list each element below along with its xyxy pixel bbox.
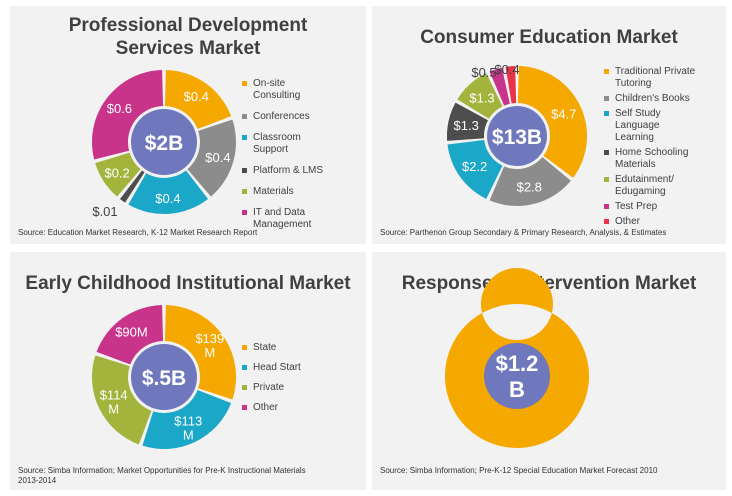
panel-early-childhood: Early Childhood Institutional Market $13… xyxy=(10,252,366,490)
center-total-label: $13B xyxy=(492,126,542,149)
data-label: $2.8 xyxy=(517,180,542,195)
donut-chart: $4.7 $2.8 $2.2 $1.3 $1.3 $0.5$0.4 $13B xyxy=(447,62,587,206)
source-note: Source: Education Market Research, K-12 … xyxy=(18,228,258,237)
slice-private xyxy=(92,355,152,445)
donut-chart: $139 M $113 M $114 M $90M $.5B xyxy=(92,305,236,449)
data-label: $0.2 xyxy=(104,166,129,181)
legend-label: Conferences xyxy=(253,111,310,122)
data-label: $0.4 xyxy=(155,191,180,206)
legend-label: Platform & LMS xyxy=(253,165,324,176)
donut-chart: $1.2 B xyxy=(444,268,589,448)
source-note: Source: Simba Information; Market Opport… xyxy=(18,466,306,486)
chart-title-line-2: Services Market xyxy=(115,38,261,59)
center-circle xyxy=(487,106,547,166)
legend-label: Materials xyxy=(253,186,294,197)
legend-label: On-site Consulting xyxy=(253,78,301,101)
legend-swatch xyxy=(604,111,609,116)
source-line-1: Source: Simba Information; Market Opport… xyxy=(18,466,306,475)
slice-platform-lms xyxy=(119,170,145,203)
chart-title-line-1: Professional Development xyxy=(68,15,308,36)
center-circle xyxy=(131,344,197,410)
slice-other xyxy=(96,305,164,365)
legend-swatch xyxy=(604,150,609,155)
slice-home-schooling-materials xyxy=(447,102,488,141)
legend-swatch xyxy=(242,114,247,119)
legend-swatch xyxy=(604,204,609,209)
data-label: $113 M xyxy=(174,413,202,442)
slice-other xyxy=(505,66,517,104)
source-line-2: 2013-2014 xyxy=(18,476,57,485)
slice-classroom-support xyxy=(128,170,209,215)
data-label: $90M xyxy=(115,324,148,339)
legend-label: Children's Books xyxy=(615,93,690,104)
center-circle xyxy=(484,343,550,409)
data-label: $0.4 xyxy=(205,150,230,165)
slice-state xyxy=(164,305,236,400)
slice-edutainment-edugaming xyxy=(457,73,503,119)
legend-label: Other xyxy=(253,402,279,413)
slice-traditional-private-tutoring xyxy=(517,66,587,178)
donut-slices xyxy=(447,66,587,206)
panel-professional-development: Professional Development Services Market… xyxy=(10,6,366,244)
donut-chart: $0.4 $0.4 $0.4 $.01 $0.2 $0.6 $2B xyxy=(92,70,236,219)
data-label: $.01 xyxy=(92,204,117,219)
center-total-label: $.5B xyxy=(142,367,186,390)
chart-title: Early Childhood Institutional Market xyxy=(25,273,351,294)
slice-self-study-language-learning xyxy=(447,139,503,199)
legend-swatch xyxy=(242,168,247,173)
legend-swatch xyxy=(604,96,609,101)
data-label: $0.4 xyxy=(494,62,519,77)
slice-on-site-consulting xyxy=(164,70,232,130)
legend-swatch xyxy=(604,219,609,224)
slice-children-s-books xyxy=(489,157,571,206)
chart-title: Professional Development Services Market xyxy=(10,14,366,60)
slice-conferences xyxy=(187,119,236,197)
data-label: $4.7 xyxy=(551,106,576,121)
center-circle xyxy=(131,109,197,175)
center-total-label: $1.2 B xyxy=(496,351,539,402)
legend-swatch xyxy=(242,135,247,140)
data-label: $0.6 xyxy=(107,101,132,116)
chart-title: Response to Intervention Market xyxy=(401,273,697,294)
legend-label: State xyxy=(253,342,277,353)
slice-head-start xyxy=(142,390,232,449)
data-label: $0.4 xyxy=(184,89,209,104)
center-total-label: $2B xyxy=(145,132,184,155)
data-label: $139 M xyxy=(195,331,224,360)
chart-title: Consumer Education Market xyxy=(420,27,678,48)
legend-label: Home Schooling Materials xyxy=(615,147,689,170)
data-label: $1.3 xyxy=(469,91,494,106)
legend-label: Classroom Support xyxy=(253,132,301,155)
source-note: Source: Simba Information; Pre-K-12 Spec… xyxy=(380,466,658,475)
panel-consumer-education: Consumer Education Market $4.7 $2.8 $2.2 $1… xyxy=(372,6,726,244)
legend-label: Traditional Private Tutoring xyxy=(615,66,696,89)
legend-swatch xyxy=(604,177,609,182)
legend-label: Other xyxy=(615,216,641,227)
data-label: $0.5 xyxy=(471,65,496,80)
source-note: Source: Parthenon Group Secondary & Prim… xyxy=(380,228,667,237)
donut-slices xyxy=(92,305,236,449)
legend-swatch xyxy=(242,81,247,86)
legend-swatch xyxy=(242,189,247,194)
data-label: $2.2 xyxy=(462,159,487,174)
legend-label: Head Start xyxy=(253,362,301,373)
legend-label: IT and Data Management xyxy=(253,207,312,230)
legend-swatch xyxy=(242,345,247,350)
legend-label: Edutainment/Edugaming xyxy=(615,174,674,197)
legend-swatch xyxy=(604,69,609,74)
legend-label: Test Prep xyxy=(615,201,658,212)
slice-test-prep xyxy=(489,67,510,106)
slice-it-and-data-management xyxy=(92,70,164,160)
data-label: $114 M xyxy=(100,388,128,417)
slice-materials xyxy=(95,152,141,197)
legend-swatch xyxy=(242,210,247,215)
data-label: $1.3 xyxy=(454,118,479,133)
donut-slices xyxy=(92,70,236,215)
legend-swatch xyxy=(242,365,247,370)
legend-swatch xyxy=(242,385,247,390)
panel-response-to-intervention: Response to Intervention Market $1.2 B So… xyxy=(372,252,726,490)
legend-label: Private xyxy=(253,382,285,393)
legend-swatch xyxy=(242,405,247,410)
legend-label: Self Study Language Learning xyxy=(615,108,661,143)
